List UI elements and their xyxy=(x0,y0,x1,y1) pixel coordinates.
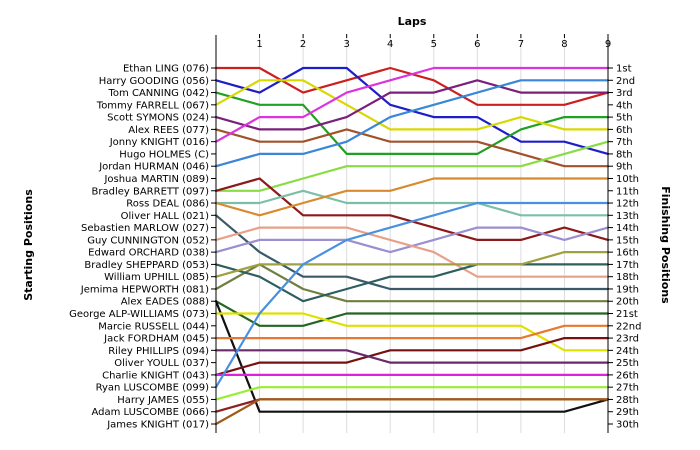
finishing-position-label: 20th xyxy=(616,297,639,308)
x-tick-label: 4 xyxy=(387,39,393,50)
series-line-18 xyxy=(214,251,610,278)
right-axis-title: Finishing Positions xyxy=(659,186,672,304)
starting-position-label: Ethan LING (076) xyxy=(123,64,209,75)
series-line-12 xyxy=(214,177,610,217)
series-line-22 xyxy=(214,324,610,340)
finishing-position-label: 16th xyxy=(616,248,639,259)
finishing-position-label: 3rd xyxy=(616,88,633,99)
finishing-position-label: 18th xyxy=(616,272,639,283)
finishing-position-label: 13th xyxy=(616,211,639,222)
starting-position-label: Riley PHILLIPS (094) xyxy=(108,346,209,357)
finishing-position-label: 4th xyxy=(616,100,633,111)
series-line-9 xyxy=(214,140,610,192)
finishing-position-label: 30th xyxy=(616,420,639,431)
x-tick-label: 6 xyxy=(474,39,480,50)
starting-position-label: Guy CUNNINGTON (052) xyxy=(87,235,209,246)
finishing-position-label: 17th xyxy=(616,260,639,271)
x-tick-label: 3 xyxy=(343,39,349,50)
starting-position-label: Jordan HURMAN (046) xyxy=(98,162,209,173)
series-line-26 xyxy=(214,201,610,389)
finishing-position-label: 2nd xyxy=(616,76,635,87)
starting-position-label: Tommy FARRELL (067) xyxy=(96,100,209,111)
starting-position-label: Bradley SHEPPARD (053) xyxy=(84,260,209,271)
x-axis-title: Laps xyxy=(398,15,427,28)
finishing-position-label: 26th xyxy=(616,370,639,381)
finishing-position-label: 11th xyxy=(616,186,639,197)
finishing-position-label: 6th xyxy=(616,125,633,136)
x-tick-label: 5 xyxy=(431,39,437,50)
finishing-position-label: 23rd xyxy=(616,334,639,345)
starting-position-label: Marcie RUSSELL (044) xyxy=(98,321,209,332)
series-line-11 xyxy=(214,189,610,217)
starting-position-label: Jack FORDHAM (045) xyxy=(103,334,209,345)
finishing-position-label: 29th xyxy=(616,407,639,418)
starting-position-label: Harry JAMES (055) xyxy=(117,395,209,406)
left-axis-title: Starting Positions xyxy=(22,189,35,301)
starting-position-label: Sebastien MARLOW (027) xyxy=(81,223,209,234)
starting-position-label: Edward ORCHARD (038) xyxy=(88,248,209,259)
series-line-8 xyxy=(214,79,610,168)
x-tick-label: 2 xyxy=(300,39,306,50)
starting-position-label: Jemima HEPWORTH (081) xyxy=(80,284,209,295)
finishing-position-label: 25th xyxy=(616,358,639,369)
starting-position-label: Joshua MARTIN (089) xyxy=(103,174,209,185)
x-tick-label: 8 xyxy=(561,39,567,50)
finishing-position-label: 10th xyxy=(616,174,639,185)
series-line-19 xyxy=(214,300,610,327)
finishing-position-label: 24th xyxy=(616,346,639,357)
series-line-16 xyxy=(214,263,610,303)
x-tick-label: 9 xyxy=(605,39,611,50)
starting-position-label: Charlie KNIGHT (043) xyxy=(102,370,209,381)
starting-position-label: James KNIGHT (017) xyxy=(106,420,209,431)
finishing-position-label: 8th xyxy=(616,149,633,160)
finishing-position-label: 22nd xyxy=(616,321,641,332)
series-line-20 xyxy=(214,300,610,413)
series-line-24 xyxy=(214,349,610,364)
finishing-position-label: 21st xyxy=(616,309,638,320)
finishing-position-label: 28th xyxy=(616,395,639,406)
series-line-27 xyxy=(214,386,610,401)
starting-position-label: Hugo HOLMES (C) xyxy=(119,149,209,160)
x-tick-labels: 1 2 3 4 5 6 7 8 9 xyxy=(256,34,611,50)
starting-position-label: Oliver HALL (021) xyxy=(121,211,209,222)
starting-position-label: William UPHILL (085) xyxy=(104,272,209,283)
finishing-position-label: 5th xyxy=(616,113,633,124)
starting-position-label: Jonny KNIGHT (016) xyxy=(109,137,209,148)
plot-area xyxy=(216,35,608,433)
starting-position-label: Ross DEAL (086) xyxy=(126,199,209,210)
series-line-7 xyxy=(214,66,610,143)
finishing-position-label: 19th xyxy=(616,284,639,295)
finishing-position-label: 12th xyxy=(616,199,639,210)
starting-position-label: Alex EADES (088) xyxy=(121,297,209,308)
finishing-position-labels: 1st2nd3rd4th5th6th7th8th9th10th11th12th1… xyxy=(608,64,641,431)
axes xyxy=(215,35,609,433)
finishing-position-label: 7th xyxy=(616,137,633,148)
finishing-position-label: 1st xyxy=(616,64,632,75)
starting-position-labels: Ethan LING (076)Harry GOODING (056)Tom C… xyxy=(69,64,216,431)
starting-position-label: Harry GOODING (056) xyxy=(99,76,209,87)
starting-position-label: Bradley BARRETT (097) xyxy=(92,186,210,197)
starting-position-label: Alex REES (077) xyxy=(128,125,209,136)
finishing-position-label: 9th xyxy=(616,162,633,173)
series-line-4 xyxy=(214,79,610,131)
starting-position-label: Ryan LUSCOMBE (099) xyxy=(96,383,210,394)
starting-position-label: Scott SYMONS (024) xyxy=(107,113,209,124)
starting-position-label: Oliver YOULL (037) xyxy=(114,358,209,369)
series-line-23 xyxy=(214,337,610,376)
starting-position-label: Tom CANNING (042) xyxy=(108,88,210,99)
x-tick-label: 7 xyxy=(518,39,524,50)
series-line-5 xyxy=(214,79,610,131)
series-line-21 xyxy=(214,312,610,352)
series-lines xyxy=(214,66,610,426)
finishing-position-label: 14th xyxy=(616,223,639,234)
series-line-29 xyxy=(214,398,610,426)
series-line-15 xyxy=(214,226,610,278)
finishing-position-label: 15th xyxy=(616,235,639,246)
starting-position-label: Adam LUSCOMBE (066) xyxy=(91,407,209,418)
x-tick-label: 1 xyxy=(256,39,262,50)
starting-position-label: George ALP-WILLIAMS (073) xyxy=(69,309,209,320)
finishing-position-label: 27th xyxy=(616,383,639,394)
